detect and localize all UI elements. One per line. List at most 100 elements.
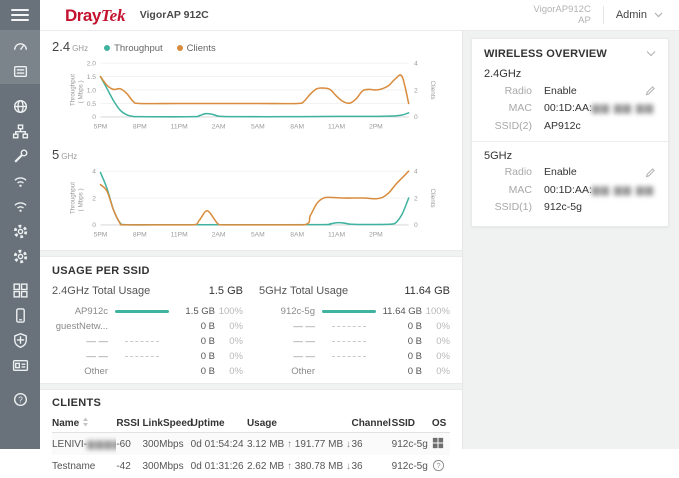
client-rssi: -60 — [116, 438, 131, 450]
svg-text:0: 0 — [414, 114, 418, 121]
svg-text:5PM: 5PM — [94, 124, 108, 131]
radio-5g-label: Radio — [504, 166, 532, 179]
legend-item-throughput[interactable]: Throughput — [104, 43, 163, 54]
usage-row: AP912c 1.5 GB 100% — [52, 304, 243, 319]
edit-pencil-icon[interactable] — [645, 167, 656, 178]
ssid-2g-label: SSID(2) — [494, 119, 532, 132]
usage-value: 11.64 GB — [382, 306, 422, 317]
right-panel-region: WIRELESS OVERVIEW 2.4GHz Radio Enable MA… — [462, 31, 679, 449]
sidebar-item-lan[interactable] — [0, 119, 40, 144]
svg-text:Throughput: Throughput — [70, 74, 77, 106]
svg-text:0.5: 0.5 — [87, 101, 97, 108]
legend-dot-icon — [104, 45, 111, 51]
usage-value: 0 B — [200, 366, 215, 377]
wireless-overview-card: WIRELESS OVERVIEW 2.4GHz Radio Enable MA… — [471, 38, 669, 227]
redacted-mac: ▆▆ ▆▆ ▆▆ — [591, 102, 655, 115]
usage-value: 0 B — [407, 351, 422, 362]
ssid-5g-row: SSID(1) 912c-5g — [484, 199, 656, 217]
account-label: Admin — [615, 9, 647, 21]
sidebar-item-security[interactable] — [0, 328, 40, 353]
download-arrow-icon: ↓ — [345, 461, 351, 472]
windows-os-icon — [432, 437, 443, 448]
usage-percent: 0% — [229, 366, 243, 377]
usage-percent: 0% — [229, 321, 243, 332]
ssid-2g-value: AP912c — [544, 119, 581, 132]
redacted-mac: ▆▆ ▆▆ ▆▆ — [591, 183, 655, 196]
usage-band-5g: 5GHz Total Usage 11.64 GB 912c-5g 11.64 G… — [259, 282, 450, 379]
device-name: VigorAP912C — [533, 3, 591, 15]
header-divider — [602, 6, 604, 24]
svg-text:5PM: 5PM — [94, 232, 108, 239]
device-name-box: VigorAP912C AP — [533, 4, 590, 27]
clients-section: CLIENTS Name RSSI LinkSpeed Uptime Usage Chan… — [40, 390, 462, 478]
svg-text:8PM: 8PM — [133, 124, 147, 131]
account-menu[interactable]: Admin — [616, 9, 663, 21]
legend-dot-icon — [176, 45, 183, 51]
usage-bar-empty — [332, 326, 366, 327]
sidebar-item-mobile[interactable] — [0, 303, 40, 328]
sidebar-item-wireless-5g[interactable] — [0, 194, 40, 219]
sidebar-item-settings[interactable] — [0, 244, 40, 269]
collapse-chevron-icon[interactable] — [646, 48, 656, 60]
sidebar-item-applications[interactable] — [0, 278, 40, 303]
usage-percent: 0% — [436, 366, 450, 377]
usage-bar — [115, 310, 169, 313]
brand-tek: Tek — [100, 5, 126, 25]
wireless-overview-title: WIRELESS OVERVIEW — [484, 48, 607, 60]
usage-value: 0 B — [200, 351, 215, 362]
monitor-icon — [12, 63, 29, 80]
usage-row: — — 0 B 0% — [259, 319, 450, 334]
legend-item-clients[interactable]: Clients — [176, 43, 216, 54]
client-uptime: 0d 01:54:24 — [190, 438, 244, 450]
sidebar-item-wizard[interactable] — [0, 94, 40, 119]
column-header-name[interactable]: Name — [52, 414, 117, 433]
globe-icon — [12, 98, 29, 115]
radio-2g-label: Radio — [504, 84, 532, 97]
usage-grid: 2.4GHz Total Usage 1.5 GB AP912c 1.5 GB 10… — [52, 282, 450, 379]
usage-percent: 0% — [229, 336, 243, 347]
client-usage: 3.12 MB ↑ 191.77 MB ↓ — [246, 438, 351, 450]
client-row: LENIVI-▆▆▆▆E-60 300Mbps 0d 01:54:243.12 MB… — [52, 432, 450, 456]
usage-bar — [322, 310, 376, 313]
band-5g-label: 5GHz — [484, 149, 513, 162]
sidebar-item-help[interactable]: ? — [0, 387, 40, 412]
client-linkspeed: 300Mbps — [142, 461, 184, 472]
usage-ssid-label: Other — [291, 366, 315, 377]
usage-section-title: USAGE PER SSID — [52, 265, 150, 277]
sidebar-item-system[interactable] — [0, 219, 40, 244]
mac-2g-row: MAC 00:1D:AA: ▆▆ ▆▆ ▆▆ — [484, 100, 656, 118]
edit-pencil-icon[interactable] — [645, 85, 656, 96]
usage-percent: 0% — [436, 321, 450, 332]
svg-text:Throughput: Throughput — [70, 182, 77, 214]
chevron-down-icon — [654, 9, 663, 21]
column-header-os: OS — [431, 414, 450, 433]
sidebar-item-status[interactable] — [0, 59, 40, 84]
sidebar-item-dashboard[interactable] — [0, 34, 40, 59]
brand-logo: DrayTek — [65, 7, 126, 24]
usage-row: guestNetw... 0 B 0% — [52, 319, 243, 334]
svg-text:2.0: 2.0 — [87, 60, 97, 67]
mac-2g-label: MAC — [508, 102, 532, 115]
svg-text:11PM: 11PM — [171, 124, 188, 131]
wifi-icon — [12, 173, 29, 190]
unknown-os-icon: ? — [432, 459, 444, 471]
svg-text:Clients: Clients — [429, 188, 436, 207]
svg-text:2AM: 2AM — [212, 232, 226, 239]
sidebar-item-utilities[interactable] — [0, 144, 40, 169]
chart-2g: 0 0.5 1.0 1.5 2.0 0 2 4 5PM 8PM 11PM 2AM 5AM 8AM 11AM 2… — [70, 60, 437, 131]
sidebar-item-wireless-2g[interactable] — [0, 169, 40, 194]
client-name: LENIVI-▆▆▆▆E — [52, 433, 116, 456]
device-mode: AP — [578, 15, 591, 26]
gear-icon — [12, 223, 29, 240]
usage-band-2g: 2.4GHz Total Usage 1.5 GB AP912c 1.5 GB 10… — [52, 282, 243, 379]
sidebar-active-group — [0, 30, 40, 84]
menu-toggle-icon[interactable] — [11, 9, 29, 21]
client-os: ? — [432, 455, 450, 478]
svg-text:4: 4 — [414, 60, 418, 67]
sidebar-item-accounts[interactable] — [0, 353, 40, 378]
wireless-overview-header[interactable]: WIRELESS OVERVIEW — [484, 48, 656, 60]
usage-ssid-label: 912c-5g — [280, 306, 315, 317]
svg-text:11AM: 11AM — [328, 124, 345, 131]
svg-text:2: 2 — [92, 195, 96, 202]
svg-text:2: 2 — [414, 195, 418, 202]
